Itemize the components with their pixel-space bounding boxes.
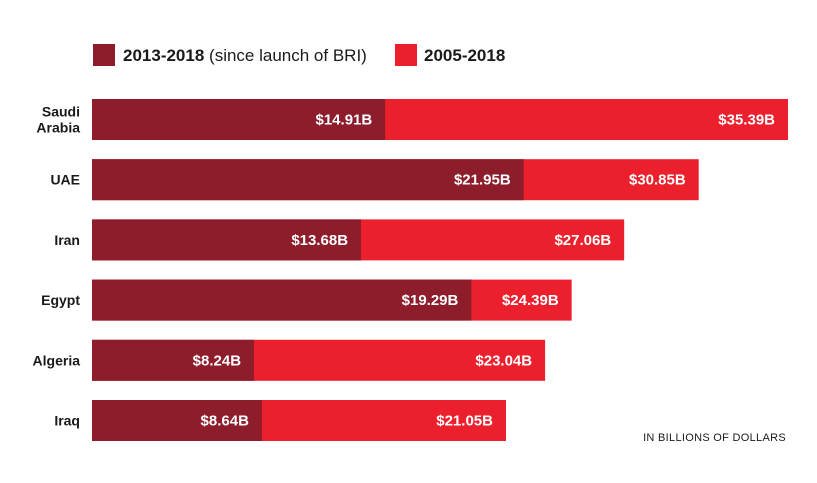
value-label-2013-2018: $8.64B [201, 413, 250, 430]
category-label: Saudi Arabia [36, 104, 80, 136]
value-label-2013-2018: $14.91B [316, 112, 373, 129]
legend-label-strong: 2013-2018 [123, 46, 204, 65]
value-label-2005-2018: $27.06B [554, 232, 611, 249]
category-label: UAE [50, 172, 80, 188]
category-label: Egypt [41, 292, 80, 308]
bars: $35.39B $14.91B $30.85B $21.95B $27.06B $13.6… [92, 99, 788, 441]
value-label-2005-2018: $21.05B [436, 413, 493, 430]
bar-2013-2018 [92, 279, 472, 321]
category-label: Iraq [54, 413, 80, 429]
legend-label: 2005-2018 [424, 46, 505, 65]
legend: 2013-2018 (since launch of BRI) 2005-2018 [93, 44, 505, 66]
bar-2013-2018 [92, 219, 362, 261]
category-label-line: Egypt [41, 292, 80, 308]
value-label-2013-2018: $8.24B [193, 352, 242, 369]
category-label-line: Saudi [42, 104, 80, 120]
bar-2013-2018 [92, 400, 262, 441]
category-label: Iran [54, 232, 80, 248]
bar-2013-2018 [92, 339, 255, 381]
legend-swatch [395, 44, 417, 66]
category-labels: Saudi Arabia UAE Iran Egypt Algeria Iraq [33, 104, 81, 429]
bar-2013-2018 [92, 159, 524, 201]
legend-label-strong: 2005-2018 [424, 46, 505, 65]
value-label-2005-2018: $35.39B [718, 112, 775, 129]
category-label-line: Algeria [33, 352, 81, 368]
value-label-2005-2018: $30.85B [629, 172, 686, 189]
category-label-line: Iran [54, 232, 80, 248]
value-label-2013-2018: $19.29B [402, 292, 459, 309]
value-label-2013-2018: $21.95B [454, 172, 511, 189]
category-label-line: Arabia [36, 120, 80, 136]
category-label-line: UAE [50, 172, 80, 188]
legend-swatch [93, 44, 115, 66]
units-note: IN BILLIONS OF DOLLARS [643, 432, 786, 444]
legend-label: 2013-2018 (since launch of BRI) [123, 46, 367, 65]
category-label: Algeria [33, 352, 81, 368]
bar-2013-2018 [92, 99, 386, 140]
legend-label-note: (since launch of BRI) [204, 46, 367, 65]
value-label-2005-2018: $23.04B [475, 352, 532, 369]
category-label-line: Iraq [54, 413, 80, 429]
value-label-2005-2018: $24.39B [502, 292, 559, 309]
value-label-2013-2018: $13.68B [291, 232, 348, 249]
